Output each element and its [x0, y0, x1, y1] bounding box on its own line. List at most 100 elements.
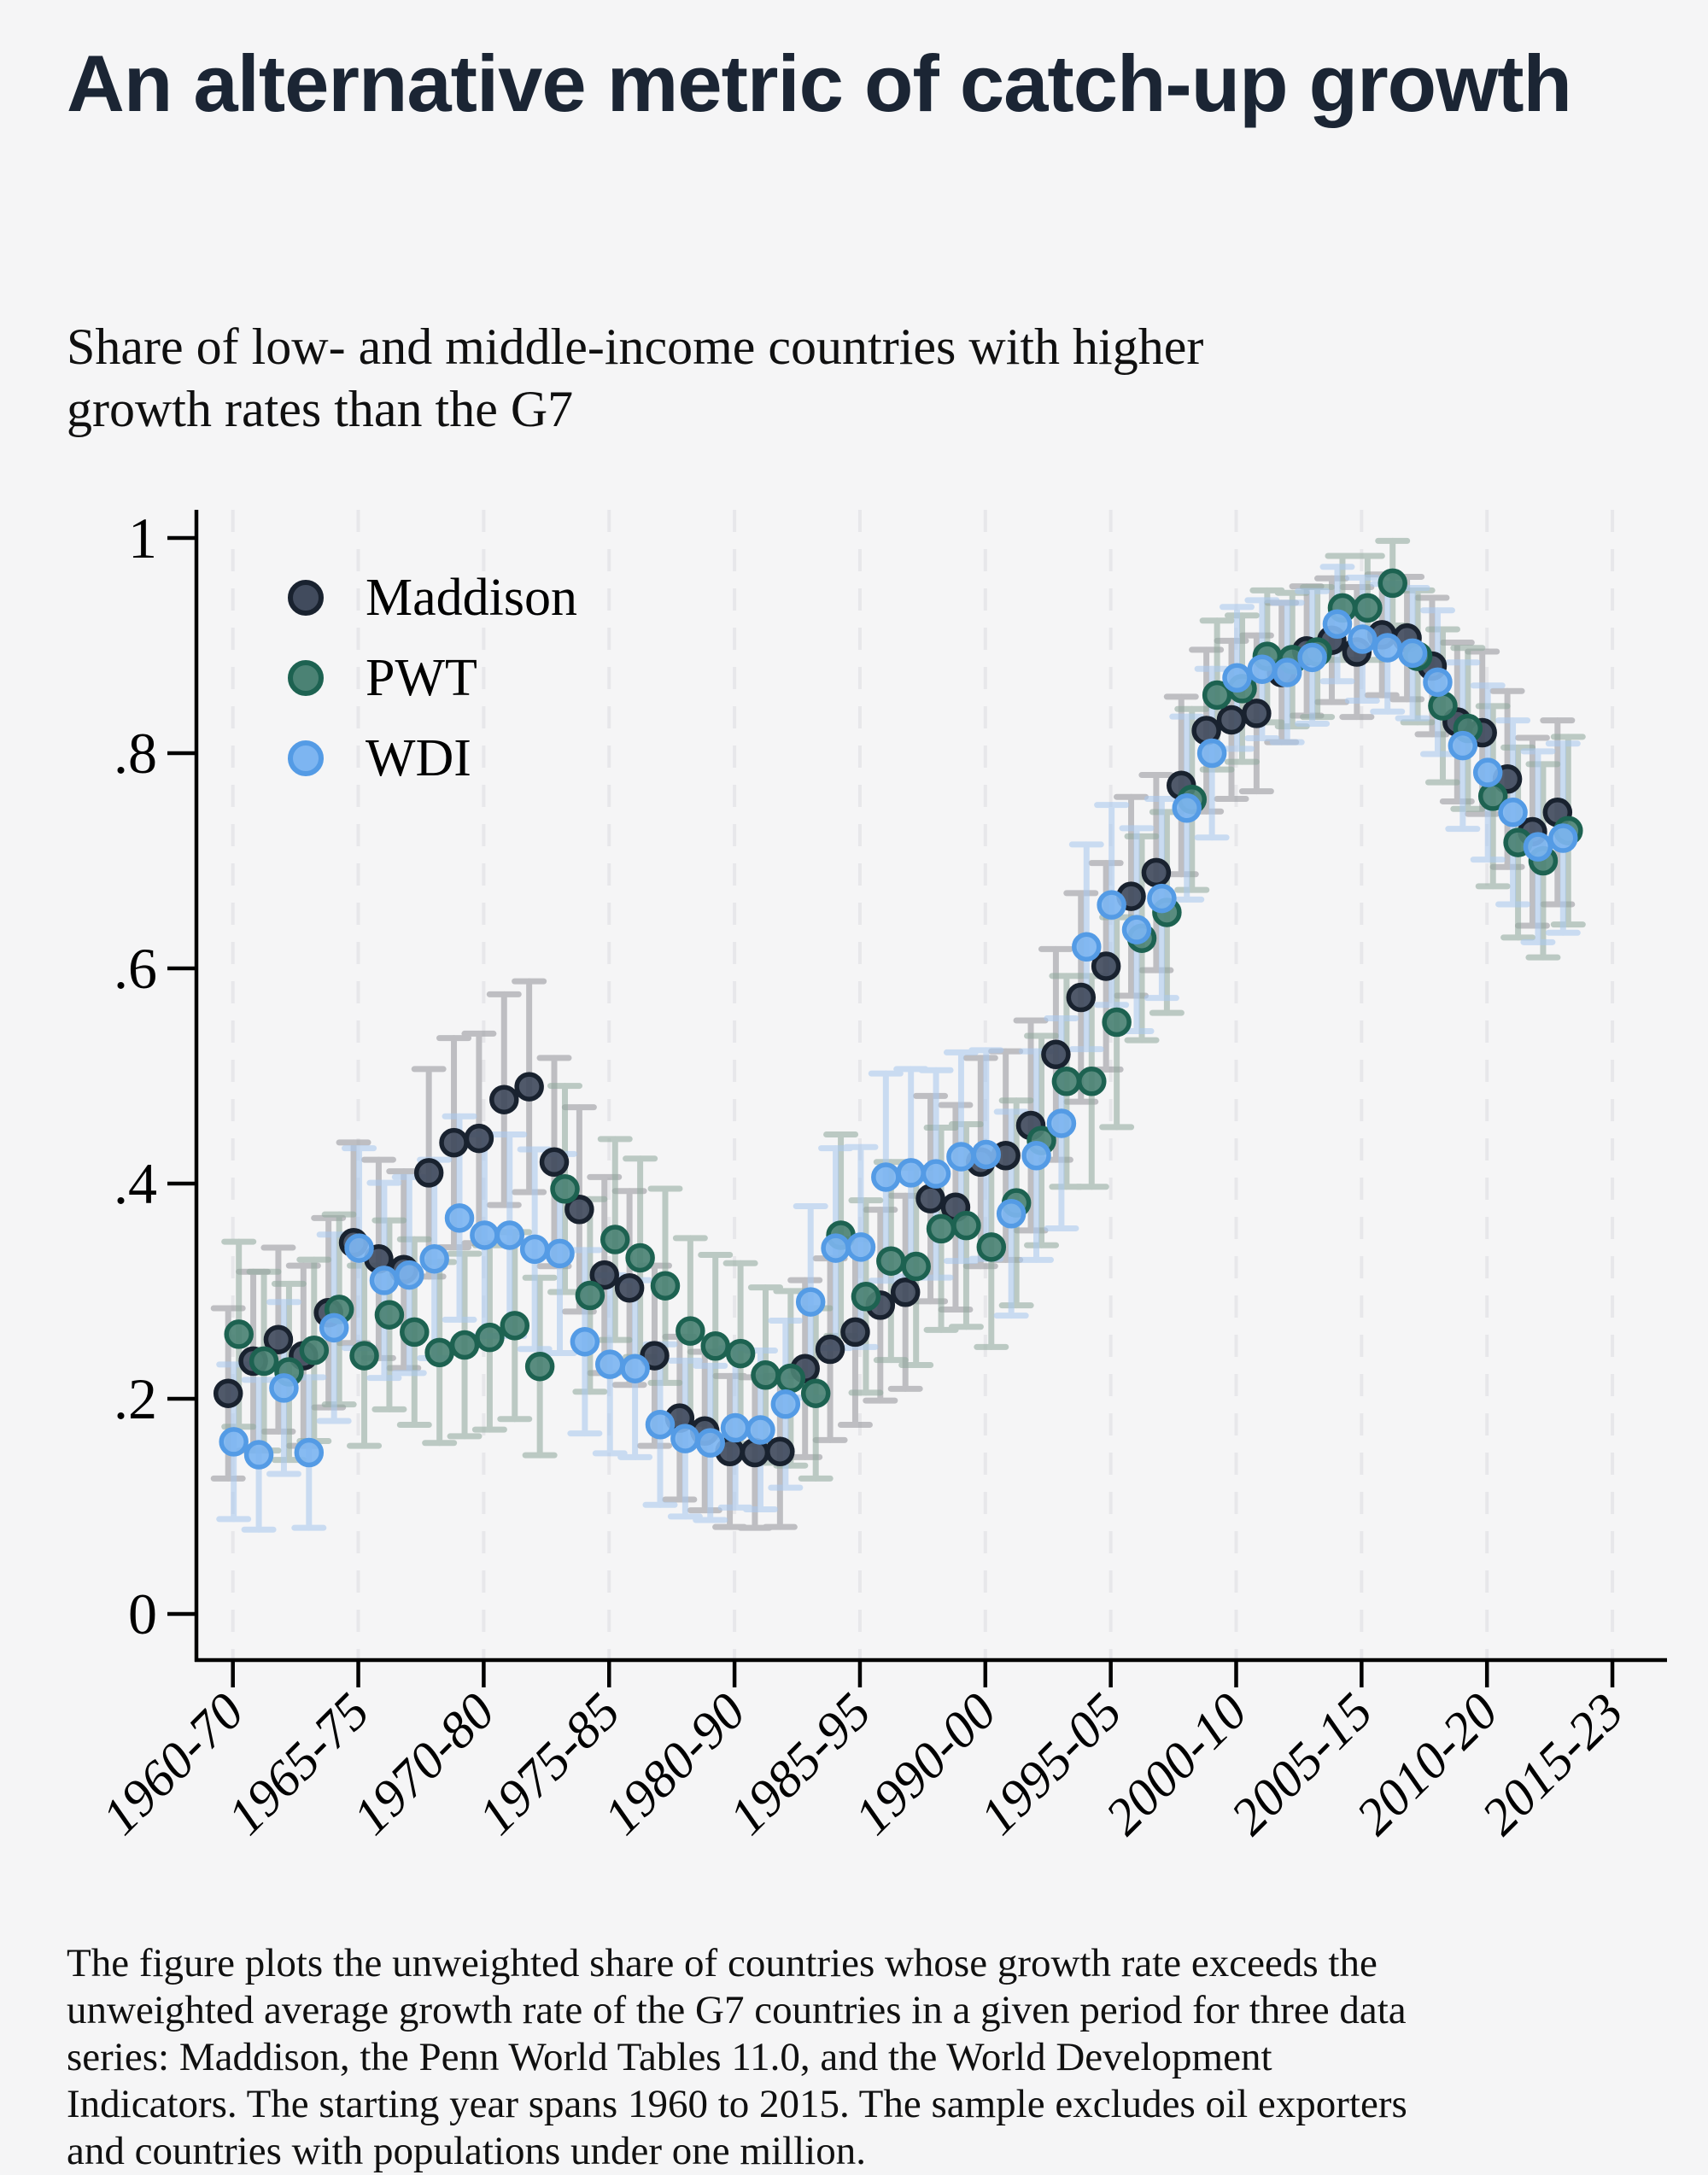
data-point-pwt	[951, 1210, 981, 1241]
y-tick-label: .6	[114, 936, 157, 1001]
data-point-wdi	[545, 1238, 575, 1269]
data-point-wdi	[1423, 667, 1453, 698]
data-point-pwt	[1077, 1067, 1107, 1096]
legend-label-pwt: PWT	[366, 649, 477, 707]
error-bars-wdi	[216, 564, 1581, 1533]
data-point-pwt	[1102, 1007, 1132, 1038]
data-point-pwt	[449, 1330, 480, 1360]
data-point-wdi	[896, 1158, 926, 1188]
data-point-wdi	[845, 1232, 876, 1262]
x-tick-label: 1975-85	[468, 1683, 631, 1846]
legend: Maddison PWT WDI	[288, 569, 577, 787]
data-point-pwt	[1378, 568, 1407, 599]
data-point-wdi	[620, 1354, 650, 1383]
data-point-pwt	[676, 1316, 705, 1346]
y-tick-label: 1	[128, 506, 157, 570]
data-point-maddison	[815, 1334, 845, 1365]
data-point-pwt	[299, 1336, 330, 1365]
data-point-wdi	[494, 1220, 525, 1250]
data-point-pwt	[1051, 1067, 1082, 1096]
data-point-wdi	[1397, 638, 1428, 669]
data-point-wdi	[1297, 642, 1327, 673]
data-point-wdi	[1046, 1108, 1077, 1138]
data-point-wdi	[1147, 883, 1177, 914]
legend-marker-maddison	[288, 580, 324, 616]
data-point-wdi	[770, 1389, 801, 1419]
data-point-wdi	[595, 1349, 625, 1379]
data-point-wdi	[1372, 633, 1402, 663]
data-point-pwt	[224, 1319, 254, 1349]
data-point-pwt	[1353, 593, 1383, 623]
data-point-pwt	[374, 1300, 405, 1330]
data-point-pwt	[349, 1341, 379, 1371]
data-point-wdi	[344, 1233, 374, 1263]
chart-subtitle: Share of low- and middle-income countrie…	[67, 319, 1204, 438]
data-point-pwt	[400, 1317, 430, 1348]
data-point-maddison	[514, 1072, 544, 1102]
data-point-maddison	[489, 1085, 519, 1114]
data-point-wdi	[269, 1373, 299, 1403]
data-point-pwt	[475, 1322, 505, 1353]
data-point-wdi	[1021, 1140, 1051, 1171]
data-point-maddison	[765, 1436, 795, 1466]
data-point-pwt	[876, 1246, 906, 1276]
data-point-pwt	[524, 1351, 555, 1382]
y-tick-label: .4	[114, 1151, 157, 1216]
data-point-maddison	[915, 1184, 945, 1213]
data-point-wdi	[1448, 730, 1478, 761]
x-tick-label: 1970-80	[342, 1683, 506, 1846]
data-point-wdi	[319, 1313, 349, 1343]
data-point-pwt	[976, 1232, 1007, 1262]
data-point-wdi	[1498, 798, 1528, 827]
data-point-maddison	[614, 1272, 645, 1303]
data-point-wdi	[670, 1424, 700, 1453]
data-point-wdi	[1222, 663, 1252, 693]
data-point-maddison	[539, 1147, 570, 1178]
data-point-wdi	[369, 1266, 400, 1295]
data-point-pwt	[926, 1213, 956, 1244]
legend-label-maddison: Maddison	[366, 569, 577, 627]
data-point-wdi	[695, 1428, 725, 1458]
x-tick-label: 1990-00	[845, 1683, 1008, 1846]
x-tick-label: 1960-70	[91, 1683, 254, 1846]
x-tick-label: 2015-23	[1471, 1683, 1635, 1846]
data-point-pwt	[575, 1280, 605, 1311]
data-point-wdi	[1196, 738, 1227, 769]
data-point-pwt	[775, 1363, 806, 1394]
legend-label-wdi: WDI	[366, 729, 471, 787]
data-point-wdi	[1072, 932, 1102, 962]
data-point-wdi	[720, 1412, 751, 1443]
data-point-pwt	[700, 1331, 730, 1361]
chart-title: An alternative metric of catch-up growth	[67, 38, 1572, 128]
data-point-wdi	[821, 1233, 851, 1263]
x-tick-label: 2005-15	[1220, 1683, 1383, 1846]
data-point-wdi	[444, 1203, 475, 1233]
data-point-maddison	[413, 1158, 444, 1188]
data-point-maddison	[564, 1194, 594, 1225]
data-point-wdi	[1121, 915, 1152, 944]
data-point-wdi	[971, 1139, 1002, 1170]
data-point-wdi	[294, 1437, 325, 1468]
data-point-wdi	[645, 1409, 676, 1440]
data-point-wdi	[1348, 624, 1378, 654]
data-point-wdi	[470, 1220, 500, 1250]
data-point-maddison	[464, 1123, 494, 1154]
data-point-wdi	[570, 1326, 600, 1357]
series-wdi	[219, 609, 1578, 1470]
data-point-maddison	[890, 1278, 921, 1307]
data-point-maddison	[1141, 857, 1172, 888]
axes	[194, 510, 1667, 1663]
data-point-pwt	[650, 1271, 681, 1301]
data-point-wdi	[1322, 609, 1353, 640]
data-point-wdi	[1172, 793, 1202, 823]
data-point-wdi	[795, 1287, 826, 1317]
data-point-pwt	[901, 1251, 931, 1282]
data-point-maddison	[589, 1260, 619, 1290]
data-point-pwt	[550, 1174, 580, 1204]
x-tick-label: 1980-90	[594, 1683, 757, 1846]
data-point-wdi	[219, 1427, 249, 1457]
x-tick-label: 2010-20	[1346, 1683, 1509, 1846]
data-point-wdi	[921, 1159, 951, 1189]
